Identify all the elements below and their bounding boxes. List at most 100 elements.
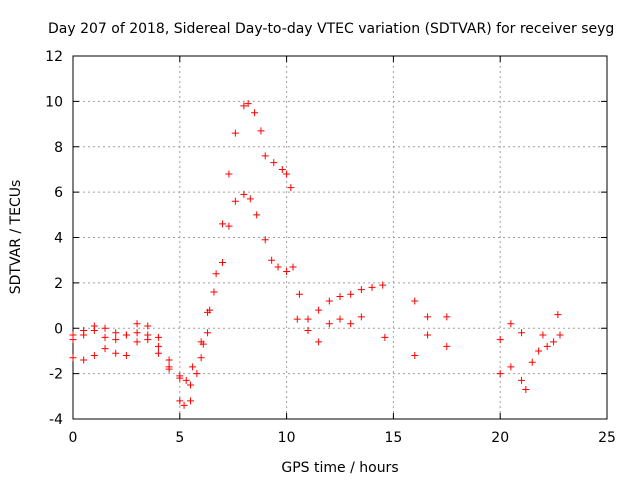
data-point: [368, 283, 376, 291]
y-tick-label: 12: [45, 49, 63, 65]
data-point: [193, 370, 201, 378]
data-point: [270, 159, 278, 167]
data-point: [443, 342, 451, 350]
data-point: [240, 102, 248, 110]
data-point: [244, 100, 252, 108]
data-point: [231, 197, 239, 205]
data-point: [197, 354, 205, 362]
data-point: [379, 281, 387, 289]
data-point: [225, 170, 233, 178]
data-point: [507, 363, 515, 371]
x-tick-label: 20: [491, 430, 509, 446]
data-point: [315, 338, 323, 346]
data-point: [144, 336, 152, 344]
data-point: [112, 336, 120, 344]
y-tick-label: 0: [54, 321, 63, 337]
data-point: [176, 397, 184, 405]
data-point: [543, 342, 551, 350]
data-point: [101, 345, 109, 353]
data-point: [240, 190, 248, 198]
data-point: [144, 322, 152, 330]
data-point: [535, 347, 543, 355]
data-point: [268, 256, 276, 264]
data-point: [154, 349, 162, 357]
data-point: [550, 338, 558, 346]
data-point: [133, 338, 141, 346]
data-point: [180, 401, 188, 409]
data-point: [90, 327, 98, 335]
data-point: [225, 222, 233, 230]
x-tick-label: 10: [278, 430, 296, 446]
data-point: [80, 331, 88, 339]
data-point: [69, 354, 77, 362]
x-axis-title: GPS time / hours: [281, 460, 398, 476]
data-point: [212, 270, 220, 278]
data-point: [295, 290, 303, 298]
data-point: [528, 358, 536, 366]
data-point: [357, 286, 365, 294]
data-point: [289, 263, 297, 271]
data-point: [251, 109, 259, 117]
data-point: [325, 320, 333, 328]
data-point: [424, 331, 432, 339]
axis-ticks: 0 5 10 15 20 25 -4 -2 0 2 4 6 8 10 12: [45, 49, 616, 446]
data-point: [381, 333, 389, 341]
y-tick-label: 10: [45, 94, 63, 110]
data-point: [261, 152, 269, 160]
data-point: [496, 336, 504, 344]
data-point: [554, 311, 562, 319]
data-point: [443, 313, 451, 321]
data-point: [112, 329, 120, 337]
data-point: [112, 349, 120, 357]
y-tick-label: -4: [49, 412, 63, 428]
data-point: [347, 290, 355, 298]
data-point: [231, 129, 239, 137]
y-tick-label: 6: [54, 185, 63, 201]
data-point: [278, 165, 286, 173]
data-point: [336, 315, 344, 323]
data-point: [101, 333, 109, 341]
data-point: [182, 376, 190, 384]
data-point: [69, 336, 77, 344]
data-point: [315, 306, 323, 314]
data-point: [556, 331, 564, 339]
data-point: [219, 258, 227, 266]
data-point: [210, 288, 218, 296]
data-point: [283, 268, 291, 276]
data-point: [325, 297, 333, 305]
data-point: [90, 351, 98, 359]
data-point: [122, 351, 130, 359]
data-point: [246, 195, 254, 203]
data-point: [122, 331, 130, 339]
data-point: [204, 329, 212, 337]
x-tick-label: 0: [69, 430, 78, 446]
data-point: [287, 184, 295, 192]
data-point: [133, 320, 141, 328]
data-point: [293, 315, 301, 323]
data-point: [518, 329, 526, 337]
x-tick-label: 5: [175, 430, 184, 446]
data-point: [304, 327, 312, 335]
data-point: [186, 397, 194, 405]
data-point: [424, 313, 432, 321]
data-point: [304, 315, 312, 323]
grid: [73, 56, 607, 419]
data-point: [496, 370, 504, 378]
data-point: [154, 333, 162, 341]
y-tick-label: 4: [54, 231, 63, 247]
data-point: [219, 220, 227, 228]
data-point: [189, 363, 197, 371]
y-tick-label: -2: [49, 367, 63, 383]
x-tick-label: 15: [384, 430, 402, 446]
y-axis-title: SDTVAR / TECUs: [8, 180, 24, 295]
data-point: [101, 324, 109, 332]
data-point: [357, 313, 365, 321]
chart-title: Day 207 of 2018, Sidereal Day-to-day VTE…: [48, 21, 614, 37]
data-point: [199, 340, 207, 348]
data-point: [257, 127, 265, 135]
data-point: [165, 363, 173, 371]
data-point: [154, 342, 162, 350]
y-tick-label: 2: [54, 276, 63, 292]
data-point: [518, 376, 526, 384]
